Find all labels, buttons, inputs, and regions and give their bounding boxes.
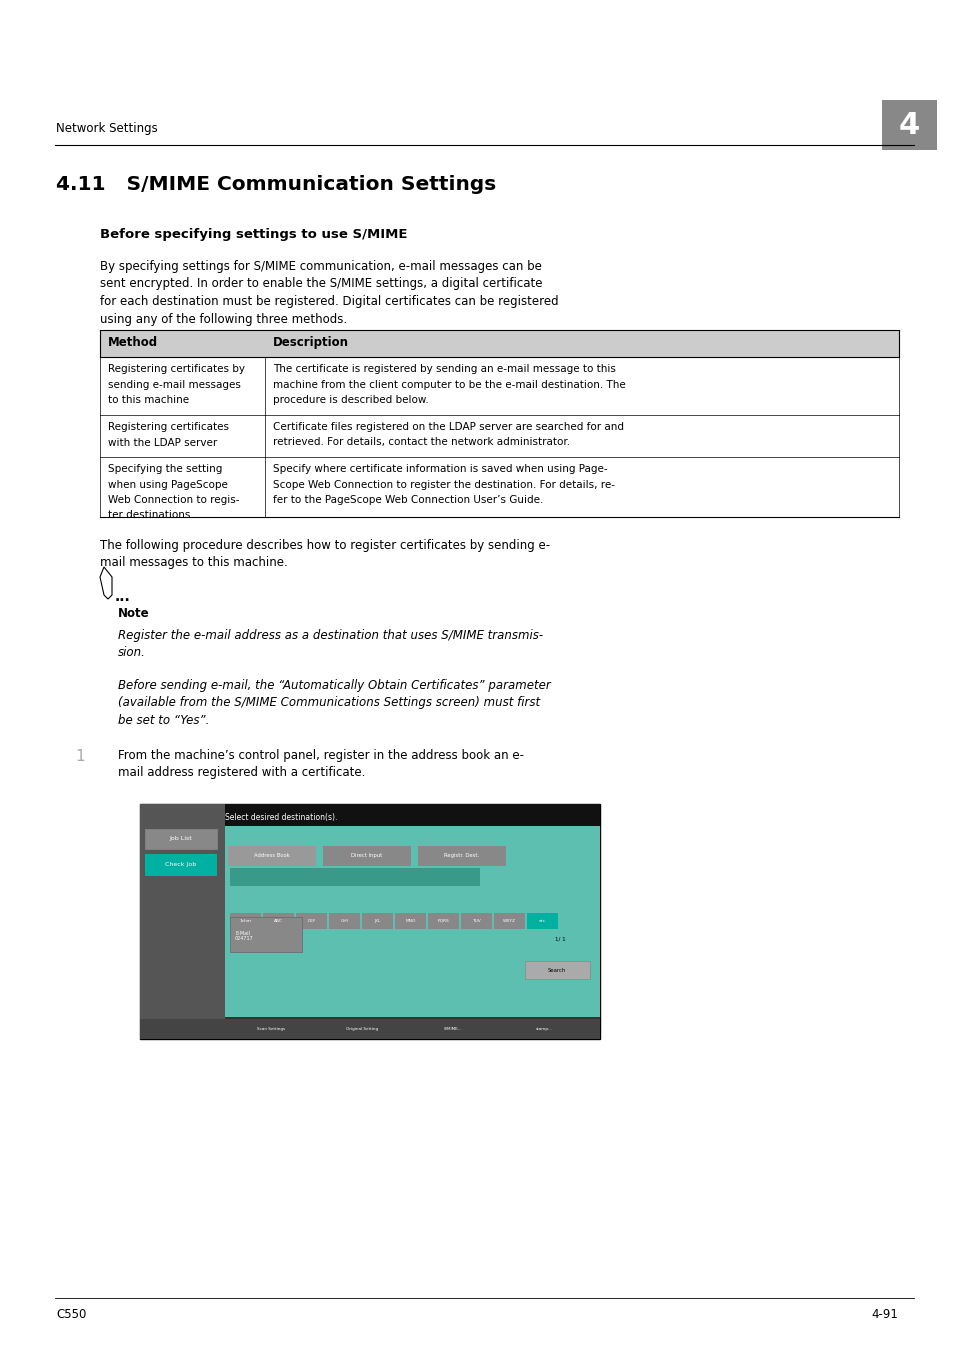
Text: be set to “Yes”.: be set to “Yes”.: [118, 714, 209, 728]
Text: Select desired destination(s).: Select desired destination(s).: [225, 814, 337, 822]
Text: machine from the client computer to be the e-mail destination. The: machine from the client computer to be t…: [273, 379, 625, 390]
Bar: [318, 1019, 405, 1037]
Bar: [409, 1019, 497, 1037]
Text: retrieved. For details, contact the network administrator.: retrieved. For details, contact the netw…: [273, 437, 570, 447]
Text: Registr. Dest.: Registr. Dest.: [444, 853, 479, 859]
Text: fer to the PageScope Web Connection User’s Guide.: fer to the PageScope Web Connection User…: [273, 495, 543, 505]
Bar: [460, 913, 492, 929]
Bar: [100, 329, 898, 356]
Bar: [145, 829, 216, 849]
Bar: [526, 913, 558, 929]
Text: 1: 1: [75, 749, 85, 764]
Bar: [140, 805, 599, 826]
Bar: [140, 805, 225, 1040]
Text: The following procedure describes how to register certificates by sending e-: The following procedure describes how to…: [100, 539, 550, 552]
Text: 1/ 1: 1/ 1: [555, 937, 565, 941]
Bar: [323, 846, 411, 865]
Text: 4-91: 4-91: [870, 1308, 897, 1322]
Text: Registering certificates by: Registering certificates by: [108, 364, 245, 374]
Text: JKL: JKL: [374, 919, 380, 923]
Text: Original Setting: Original Setting: [345, 1027, 377, 1031]
Text: Method: Method: [108, 336, 158, 350]
Bar: [227, 1019, 314, 1037]
Text: TUV: TUV: [472, 919, 480, 923]
Text: ABC: ABC: [274, 919, 283, 923]
Text: Search: Search: [547, 968, 565, 972]
Text: Check Job: Check Job: [165, 863, 196, 868]
Text: ...: ...: [115, 590, 131, 603]
Text: stamp...: stamp...: [536, 1027, 552, 1031]
Text: Job List: Job List: [170, 837, 193, 841]
Bar: [263, 913, 294, 929]
Bar: [295, 913, 327, 929]
Text: with the LDAP server: with the LDAP server: [108, 437, 217, 447]
Text: S/MIME...: S/MIME...: [443, 1027, 462, 1031]
Text: Scope Web Connection to register the destination. For details, re-: Scope Web Connection to register the des…: [273, 479, 615, 490]
Text: PQRS: PQRS: [437, 919, 449, 923]
Text: Network Settings: Network Settings: [56, 122, 157, 135]
Bar: [524, 961, 589, 979]
Text: Certificate files registered on the LDAP server are searched for and: Certificate files registered on the LDAP…: [273, 423, 623, 432]
Bar: [500, 1019, 587, 1037]
Text: Scan Settings: Scan Settings: [256, 1027, 284, 1031]
Text: (available from the S/MIME Communications Settings screen) must first: (available from the S/MIME Communication…: [118, 697, 539, 710]
Text: etc.: etc.: [537, 919, 546, 923]
Bar: [225, 826, 599, 1040]
Text: to this machine: to this machine: [108, 396, 189, 405]
Text: Web Connection to regis-: Web Connection to regis-: [108, 495, 239, 505]
Bar: [228, 846, 315, 865]
Text: mail address registered with a certificate.: mail address registered with a certifica…: [118, 767, 365, 779]
Text: 01/18/2007  10:26        memory  102%: 01/18/2007 10:26 memory 102%: [150, 1046, 245, 1052]
Text: Register the e-mail address as a destination that uses S/MIME transmis-: Register the e-mail address as a destina…: [118, 629, 542, 643]
Text: MNO: MNO: [405, 919, 416, 923]
Text: Before sending e-mail, the “Automatically Obtain Certificates” parameter: Before sending e-mail, the “Automaticall…: [118, 679, 550, 693]
Text: sending e-mail messages: sending e-mail messages: [108, 379, 240, 390]
Text: when using PageScope: when using PageScope: [108, 479, 228, 490]
Bar: [882, 100, 936, 150]
Bar: [230, 917, 302, 952]
Bar: [329, 913, 359, 929]
Bar: [494, 913, 524, 929]
Text: Specify where certificate information is saved when using Page-: Specify where certificate information is…: [273, 464, 607, 474]
Bar: [428, 913, 458, 929]
Bar: [140, 1019, 599, 1040]
Bar: [145, 855, 216, 876]
Text: procedure is described below.: procedure is described below.: [273, 396, 428, 405]
Bar: [225, 1017, 599, 1040]
Text: Description: Description: [273, 336, 349, 350]
Text: for each destination must be registered. Digital certificates can be registered: for each destination must be registered.…: [100, 296, 558, 308]
Text: M d a x: M d a x: [170, 1048, 185, 1052]
Text: Before specifying settings to use S/MIME: Before specifying settings to use S/MIME: [100, 228, 407, 242]
Text: Registering certificates: Registering certificates: [108, 423, 229, 432]
Bar: [417, 846, 505, 865]
Bar: [140, 805, 599, 1040]
Text: Specifying the setting: Specifying the setting: [108, 464, 222, 474]
Text: The certificate is registered by sending an e-mail message to this: The certificate is registered by sending…: [273, 364, 616, 374]
Text: Direct Input: Direct Input: [351, 853, 382, 859]
Text: using any of the following three methods.: using any of the following three methods…: [100, 312, 347, 325]
Text: sent encrypted. In order to enable the S/MIME settings, a digital certificate: sent encrypted. In order to enable the S…: [100, 278, 542, 290]
Bar: [361, 913, 393, 929]
Text: By specifying settings for S/MIME communication, e-mail messages can be: By specifying settings for S/MIME commun…: [100, 261, 541, 273]
Text: From the machine’s control panel, register in the address book an e-: From the machine’s control panel, regist…: [118, 749, 523, 761]
Bar: [230, 913, 261, 929]
Text: DEF: DEF: [307, 919, 315, 923]
Text: ter destinations: ter destinations: [108, 510, 191, 521]
Bar: [395, 913, 426, 929]
Text: mail messages to this machine.: mail messages to this machine.: [100, 556, 288, 570]
Text: E-Mail
024717: E-Mail 024717: [234, 930, 253, 941]
Text: sion.: sion.: [118, 647, 146, 660]
Text: 4: 4: [898, 111, 919, 139]
Text: Address Book: Address Book: [253, 853, 290, 859]
Text: C550: C550: [56, 1308, 87, 1322]
Text: 4.11   S/MIME Communication Settings: 4.11 S/MIME Communication Settings: [56, 176, 496, 194]
Text: WXYZ: WXYZ: [502, 919, 516, 923]
Text: Note: Note: [118, 608, 150, 620]
Text: 1char: 1char: [239, 919, 252, 923]
Text: GHI: GHI: [340, 919, 348, 923]
Bar: [230, 868, 479, 886]
